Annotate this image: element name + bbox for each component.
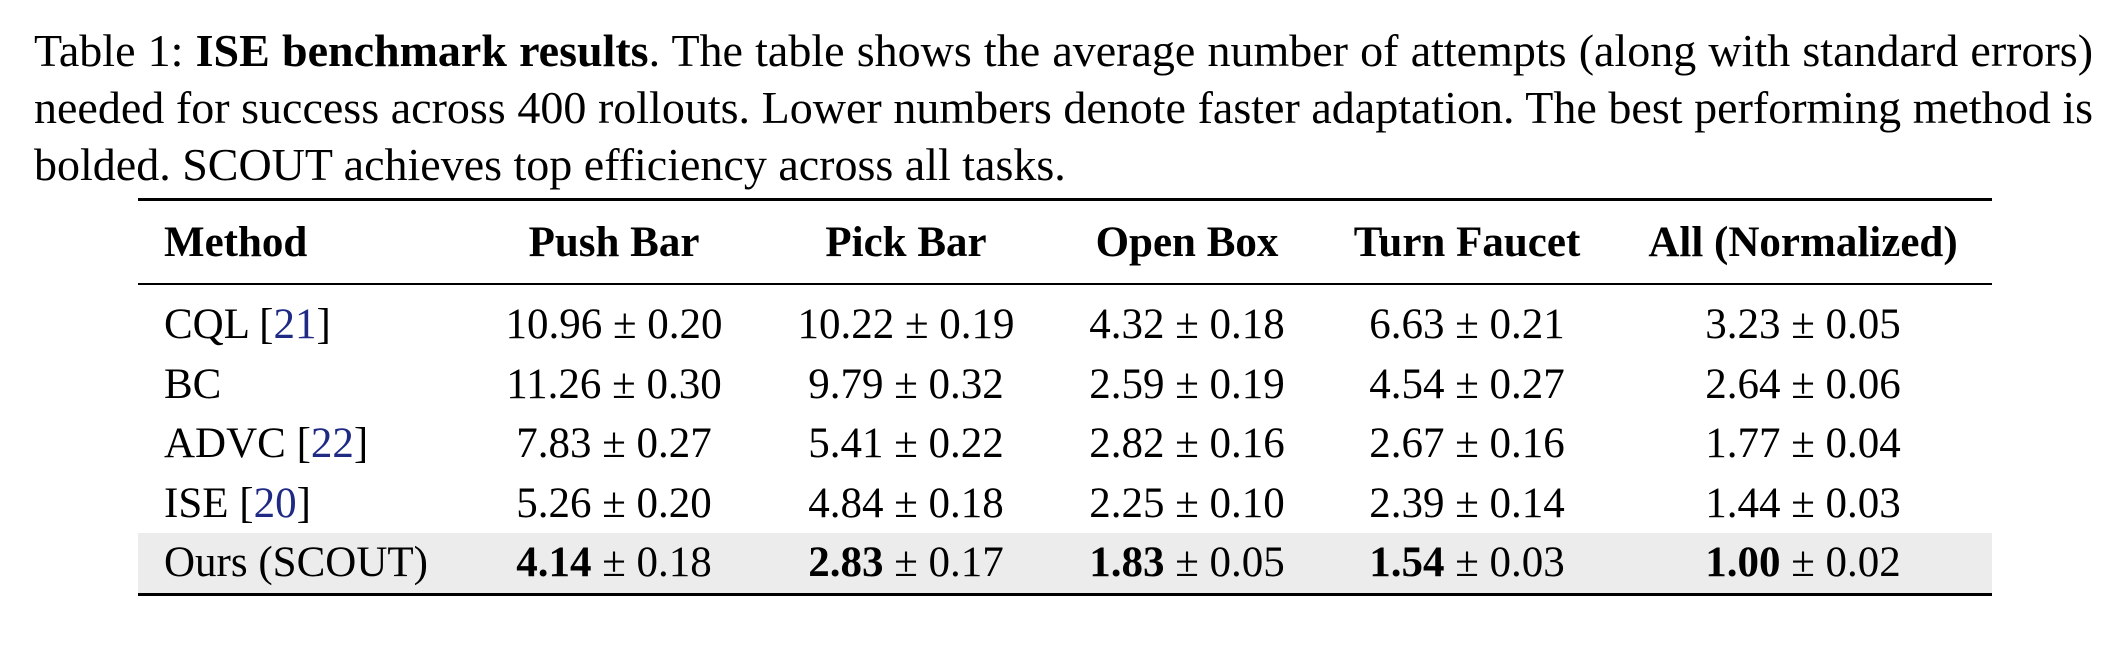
table-row: BC 11.26 ± 0.30 9.79 ± 0.32 2.59 ± 0.19 4.54… — [138, 355, 1992, 415]
value-cell: 10.22 ± 0.19 — [797, 301, 1015, 349]
value-cell: 2.59 ± 0.19 — [1089, 360, 1285, 408]
value-cell: 9.79 ± 0.32 — [808, 360, 1004, 408]
best-value: 1.83 — [1089, 539, 1165, 587]
header-cell: Open Box — [1095, 218, 1279, 266]
table-row: ISE [20] 5.26 ± 0.20 4.84 ± 0.18 2.25 ± 0.1… — [138, 474, 1992, 534]
value-cell: 4.14 ± 0.18 — [470, 533, 758, 594]
method-bracket: ] — [353, 420, 369, 468]
value-cell: 3.23 ± 0.05 — [1705, 301, 1901, 349]
value-cell: 2.83 ± 0.17 — [758, 533, 1054, 594]
std-error: ± 0.17 — [883, 539, 1004, 587]
table-row: Ours (SCOUT) 4.14 ± 0.18 2.83 ± 0.17 1.83 ±… — [138, 533, 1992, 594]
table-row: CQL [21] 10.96 ± 0.20 10.22 ± 0.19 4.32 ± 0… — [138, 284, 1992, 355]
header-cell: Push Bar — [528, 218, 700, 266]
caption: Table 1: ISE benchmark results. The tabl… — [34, 22, 2093, 193]
method-cell: BC — [138, 355, 470, 415]
method-bracket: ] — [296, 479, 311, 527]
method-name: CQL [ — [164, 301, 274, 349]
value-cell: 4.32 ± 0.18 — [1089, 301, 1285, 349]
value-cell: 4.54 ± 0.27 — [1369, 360, 1565, 408]
value-cell: 7.83 ± 0.27 — [516, 420, 712, 468]
method-cell: ADVC [22] — [138, 414, 470, 474]
caption-title: ISE benchmark results — [195, 25, 649, 76]
header-row: Method Push Bar Pick Bar Open Box Turn Fauce… — [138, 199, 1992, 284]
value-cell: 10.96 ± 0.20 — [505, 301, 723, 349]
value-cell: 2.67 ± 0.16 — [1369, 420, 1565, 468]
std-error: ± 0.03 — [1444, 539, 1565, 587]
header-cell: Pick Bar — [825, 218, 987, 266]
best-value: 2.83 — [808, 539, 884, 587]
table-row: ADVC [22] 7.83 ± 0.27 5.41 ± 0.22 2.82 ± 0.… — [138, 414, 1992, 474]
value-cell: 11.26 ± 0.30 — [506, 360, 722, 408]
value-cell: 1.54 ± 0.03 — [1320, 533, 1614, 594]
header-cell: Turn Faucet — [1353, 218, 1581, 266]
value-cell: 2.64 ± 0.06 — [1705, 360, 1901, 408]
best-value: 1.54 — [1369, 539, 1445, 587]
value-cell: 1.77 ± 0.04 — [1705, 420, 1901, 468]
method-name: ISE [ — [164, 479, 254, 527]
std-error: ± 0.02 — [1780, 539, 1901, 587]
caption-text: . The table shows the average number of … — [34, 25, 2094, 190]
method-cell: Ours (SCOUT) — [138, 533, 470, 594]
value-cell: 4.84 ± 0.18 — [808, 479, 1004, 527]
best-value: 4.14 — [516, 539, 592, 587]
best-value: 1.00 — [1705, 539, 1781, 587]
value-cell: 1.83 ± 0.05 — [1054, 533, 1320, 594]
citation: 21 — [273, 301, 317, 349]
citation: 20 — [253, 479, 297, 527]
table-body: CQL [21] 10.96 ± 0.20 10.22 ± 0.19 4.32 ± 0… — [138, 284, 1992, 594]
caption-label: Table 1: — [34, 25, 184, 76]
method-cell: ISE [20] — [138, 474, 470, 534]
header-cell: All (Normalized) — [1648, 218, 1958, 266]
method-name: Ours (SCOUT) — [164, 539, 428, 587]
std-error: ± 0.18 — [591, 539, 712, 587]
citation: 22 — [310, 420, 354, 468]
results-table: Method Push Bar Pick Bar Open Box Turn Fauce… — [138, 198, 1992, 596]
value-cell: 5.26 ± 0.20 — [516, 479, 712, 527]
value-cell: 2.25 ± 0.10 — [1089, 479, 1285, 527]
header-cell: Method — [164, 218, 308, 266]
value-cell: 2.39 ± 0.14 — [1369, 479, 1565, 527]
value-cell: 1.44 ± 0.03 — [1705, 479, 1901, 527]
value-cell: 1.00 ± 0.02 — [1614, 533, 1992, 594]
method-bracket: ] — [316, 301, 331, 349]
value-cell: 2.82 ± 0.16 — [1089, 420, 1285, 468]
value-cell: 6.63 ± 0.21 — [1369, 301, 1565, 349]
std-error: ± 0.05 — [1164, 539, 1285, 587]
method-cell: CQL [21] — [138, 284, 470, 355]
value-cell: 5.41 ± 0.22 — [808, 420, 1004, 468]
method-name: ADVC [ — [164, 420, 311, 468]
method-name: BC — [164, 360, 222, 408]
